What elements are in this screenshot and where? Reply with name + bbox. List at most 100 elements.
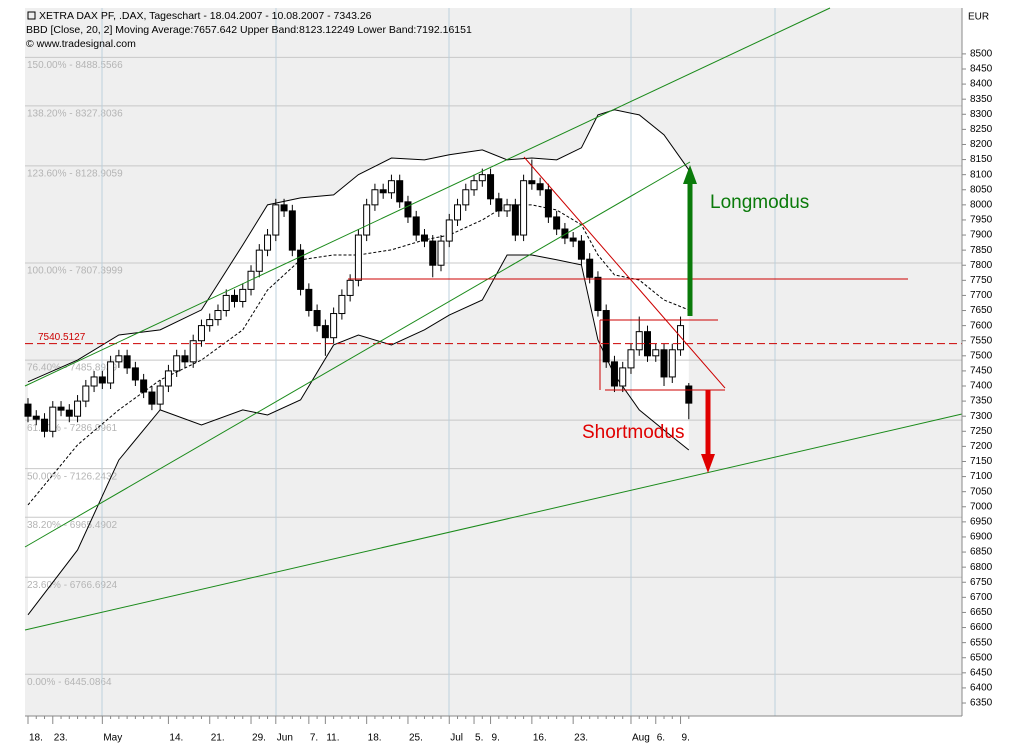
candle-body	[437, 240, 445, 266]
candle-body	[635, 331, 643, 351]
candle-body	[379, 189, 387, 194]
candle-body	[239, 288, 247, 302]
drawing-tools	[24, 7, 963, 631]
y-tick-label: 7100	[970, 471, 993, 482]
fib-label: 61.80% - 7286.9961	[27, 423, 118, 434]
candle-body	[371, 189, 379, 206]
candle-body	[49, 406, 57, 432]
y-tick-label: 8200	[970, 139, 993, 150]
candle-body	[685, 385, 693, 404]
trend-line	[24, 413, 963, 631]
candle-body	[660, 349, 668, 378]
y-tick-label: 6950	[970, 517, 993, 528]
y-tick-label: 8300	[970, 109, 993, 120]
x-tick-label: 21.	[211, 733, 225, 744]
candle-body	[321, 325, 329, 339]
x-tick-label: 9.	[682, 733, 690, 744]
y-tick-label: 8250	[970, 124, 993, 135]
candle-body	[264, 234, 272, 251]
header-text: © www.tradesignal.com	[26, 38, 136, 50]
annotation: Longmodus	[710, 192, 809, 213]
candle-body	[668, 349, 676, 378]
y-tick-label: 8050	[970, 184, 993, 195]
candle-body	[594, 276, 602, 312]
y-tick-label: 6900	[970, 532, 993, 543]
candle-body	[148, 391, 156, 405]
candle-body	[528, 180, 536, 185]
upper-band	[27, 109, 690, 383]
candle-body	[41, 418, 49, 432]
candle-body	[305, 288, 313, 312]
y-tick-label: 7150	[970, 456, 993, 467]
triangle-line	[523, 156, 726, 389]
y-tick-label: 7800	[970, 260, 993, 271]
fib-label: 50.00% - 7126.2432	[27, 471, 118, 482]
candle-body	[222, 294, 230, 312]
x-tick-label: Aug	[632, 733, 650, 744]
candle-body	[346, 279, 354, 296]
arrow-head	[683, 165, 697, 184]
candle-body	[115, 355, 123, 363]
candle-body	[470, 180, 478, 191]
y-tick-label: 7650	[970, 305, 993, 316]
candle-body	[569, 237, 577, 242]
y-tick-label: 7550	[970, 335, 993, 346]
x-tick-label: 7.	[310, 733, 318, 744]
candle-body	[487, 174, 495, 200]
axis-area	[0, 716, 962, 754]
x-tick-label: May	[103, 733, 122, 744]
candle-body	[231, 294, 238, 302]
annotation: Shortmodus	[582, 422, 684, 443]
y-tick-label: 7050	[970, 486, 993, 497]
candle-body	[272, 204, 280, 236]
over-layer: 7540.5127	[24, 109, 962, 616]
fib-label: 138.20% - 8327.8036	[27, 109, 123, 120]
short-arrow	[701, 390, 715, 473]
candle-body	[387, 180, 395, 194]
y-tick-label: 6550	[970, 637, 993, 648]
candle-body	[98, 376, 106, 384]
candle-body	[280, 204, 288, 212]
candle-body	[577, 240, 585, 260]
y-tick-label: 7500	[970, 350, 993, 361]
candle-body	[173, 355, 181, 372]
candle-body	[354, 234, 362, 281]
x-tick-label: 18.	[29, 733, 43, 744]
candle-body	[445, 219, 453, 242]
candle-body	[619, 367, 627, 387]
candle-body	[74, 400, 82, 417]
candle-body	[255, 249, 263, 272]
x-tick-label: 16.	[533, 733, 547, 744]
y-tick-label: 7000	[970, 501, 993, 512]
y-tick-label: 7850	[970, 245, 993, 256]
y-tick-label: 7950	[970, 215, 993, 226]
candle-body	[652, 349, 660, 357]
candle-body	[511, 204, 519, 236]
y-tick-label: 8100	[970, 169, 993, 180]
candle-body	[520, 180, 528, 236]
candle-body	[412, 216, 420, 236]
candle-body	[313, 310, 321, 327]
currency-label: EUR	[968, 12, 989, 23]
candle-body	[214, 310, 222, 321]
candle-body	[181, 355, 189, 363]
candle-body	[338, 294, 346, 315]
y-tick-label: 7250	[970, 426, 993, 437]
y-tick-label: 7400	[970, 381, 993, 392]
y-tick-label: 6450	[970, 667, 993, 678]
y-tick-label: 6850	[970, 547, 993, 558]
y-tick-label: 6500	[970, 652, 993, 663]
y-tick-label: 8150	[970, 154, 993, 165]
header-icon	[27, 11, 36, 20]
y-tick-label: 7450	[970, 366, 993, 377]
y-tick-label: 6750	[970, 577, 993, 588]
x-tick-label: Jun	[277, 733, 293, 744]
y-tick-label: 7600	[970, 320, 993, 331]
y-tick-label: 6650	[970, 607, 993, 618]
candle-body	[586, 258, 594, 278]
candle-body	[288, 210, 296, 251]
candle-body	[24, 403, 32, 417]
fib-label: 150.00% - 8488.5566	[27, 60, 123, 71]
y-tick-label: 7750	[970, 275, 993, 286]
